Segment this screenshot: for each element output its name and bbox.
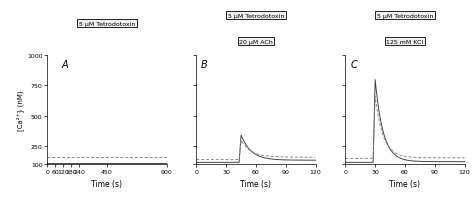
Text: 5 μM Tetrodotoxin: 5 μM Tetrodotoxin [79,22,135,26]
X-axis label: Time (s): Time (s) [240,179,272,188]
Text: A: A [62,59,68,69]
Text: C: C [350,59,357,69]
X-axis label: Time (s): Time (s) [91,179,122,188]
Y-axis label: [Ca²⁺]ᵢ (nM): [Ca²⁺]ᵢ (nM) [17,90,24,130]
Text: 20 μM ACh: 20 μM ACh [239,40,273,44]
Text: 5 μM Tetrodotoxin: 5 μM Tetrodotoxin [228,14,284,18]
Text: B: B [201,59,208,69]
X-axis label: Time (s): Time (s) [390,179,420,188]
Text: 5 μM Tetrodotoxin: 5 μM Tetrodotoxin [377,14,433,18]
Text: 125 mM KCl: 125 mM KCl [386,40,423,44]
